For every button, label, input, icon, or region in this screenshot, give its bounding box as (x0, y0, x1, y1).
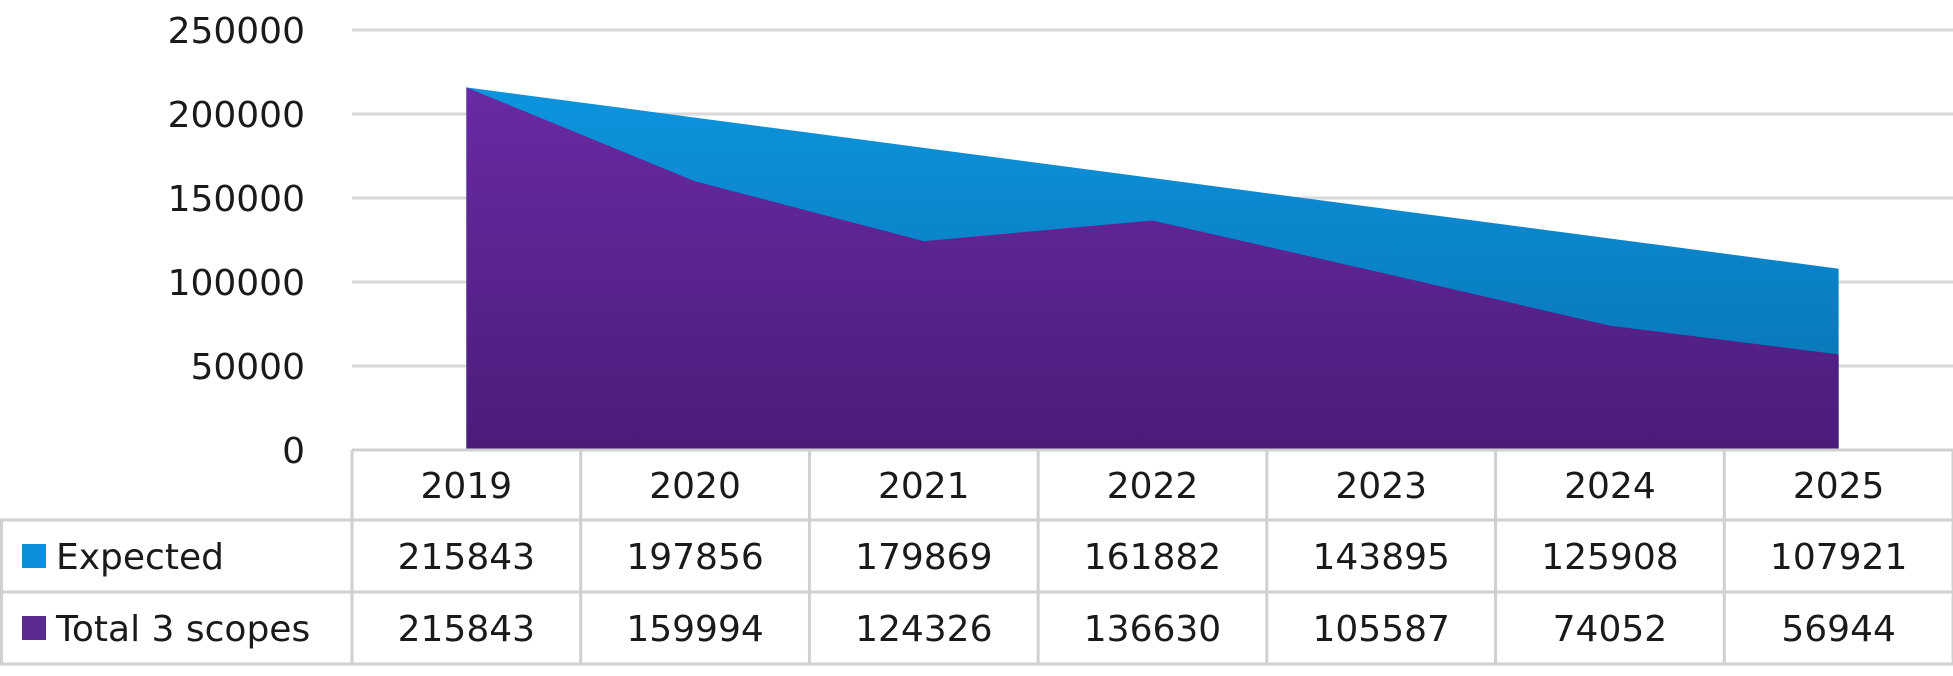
x-tick-label: 2021 (878, 466, 970, 507)
data-label: 215843 (398, 609, 535, 650)
legend-label: Expected (56, 537, 224, 578)
y-tick-label: 150000 (168, 179, 305, 220)
data-label: 107921 (1770, 537, 1907, 578)
x-tick-label: 2024 (1564, 466, 1656, 507)
data-label: 125908 (1541, 537, 1678, 578)
y-tick-label: 0 (282, 431, 305, 472)
area-total-3-scopes (466, 87, 1839, 450)
x-tick-label: 2020 (649, 466, 741, 507)
y-tick-label: 50000 (190, 347, 305, 388)
data-label: 74052 (1553, 609, 1668, 650)
x-tick-label: 2023 (1335, 466, 1427, 507)
data-label: 143895 (1312, 537, 1449, 578)
data-label: 179869 (855, 537, 992, 578)
data-label: 136630 (1084, 609, 1221, 650)
x-tick-label: 2022 (1107, 466, 1199, 507)
x-tick-label: 2025 (1793, 466, 1885, 507)
data-label: 124326 (855, 609, 992, 650)
legend-swatch (22, 544, 46, 568)
data-label: 56944 (1781, 609, 1896, 650)
y-tick-label: 100000 (168, 263, 305, 304)
legend-label: Total 3 scopes (55, 609, 310, 650)
area-series (466, 87, 1839, 450)
data-label: 105587 (1312, 609, 1449, 650)
data-label: 161882 (1084, 537, 1221, 578)
legend-swatch (22, 616, 46, 640)
y-tick-label: 200000 (168, 95, 305, 136)
x-tick-label: 2019 (421, 466, 513, 507)
y-axis-tick-labels: 0 50000 100000 150000 200000 250000 (168, 11, 305, 472)
data-label: 197856 (626, 537, 763, 578)
data-table: 2019 2020 2021 2022 2023 2024 2025 Expected 2158… (0, 448, 1953, 666)
y-tick-label: 250000 (168, 11, 305, 52)
data-label: 215843 (398, 537, 535, 578)
data-label: 159994 (626, 609, 763, 650)
